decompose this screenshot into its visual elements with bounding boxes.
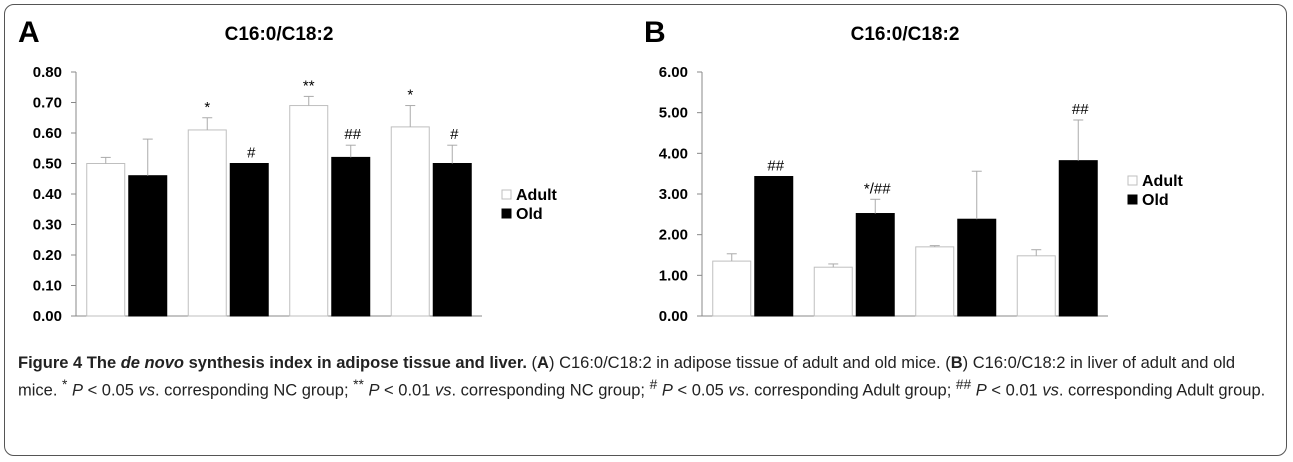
caption-title-after: synthesis index in adipose tissue and li… [188, 354, 527, 372]
chart-b-bar-adult [1016, 255, 1056, 317]
chart-b-bar-old [1058, 160, 1098, 317]
chart-b-bar-old [957, 218, 997, 317]
chart-b-legend-label-adult: Adult [1142, 173, 1184, 190]
caption-note-1-vs: vs [138, 381, 156, 400]
chart-b-significance-mark: ## [767, 158, 784, 175]
chart-a-significance-mark: * [407, 87, 413, 104]
caption-note-1-mark: * [62, 377, 68, 392]
caption-note-4-text: < 0.01 [991, 381, 1038, 400]
figure-frame [4, 4, 1287, 456]
chart-a-panel-letter: A [18, 16, 40, 49]
caption-panel-b-text: C16:0/C18:2 in liver of adult and old mi… [18, 354, 1236, 400]
chart-a-y-tick-label: 0.80 [33, 64, 62, 81]
chart-panel-b: B C16:0/C18:2 0.00 1.00 2.00 3.00 4.00 5.00 6.00… [640, 14, 1280, 344]
chart-b-bar-adult [915, 246, 955, 317]
chart-b-x-tick-label: NC [742, 327, 764, 329]
caption-note-3-mark: # [649, 377, 658, 392]
caption-figure-label: Figure 4 [18, 354, 83, 372]
caption-note-4-mark: ## [955, 377, 972, 392]
chart-b-x-tick-label: ICSI [1043, 327, 1072, 329]
chart-panel-a: A C16:0/C18:2 0.00 0.10 0.20 0.30 0.40 0.50 0.60… [14, 14, 654, 344]
chart-b-y-tick-label: 6.00 [659, 64, 688, 81]
chart-a-bar-old [331, 156, 371, 317]
chart-a-y-tick-label: 0.60 [33, 125, 62, 142]
caption-note-1-p: P [71, 381, 83, 400]
chart-a-x-tick-label: COH [212, 327, 245, 329]
chart-a-bar-old [128, 175, 168, 317]
chart-b-y-tick-label: 1.00 [659, 267, 688, 284]
chart-a-svg: A C16:0/C18:2 0.00 0.10 0.20 0.30 0.40 0.50 0.60… [18, 16, 558, 344]
chart-b-bar-adult [813, 266, 853, 317]
chart-a-y-tick-label: 0.70 [33, 95, 62, 112]
chart-b-legend-label-old: Old [1142, 192, 1169, 209]
chart-a-y-tick-label: 0.40 [33, 186, 62, 203]
chart-a-y-tick-label: 0.50 [33, 156, 62, 173]
caption-note-1-rest: . corresponding NC group; [155, 381, 349, 400]
chart-b-panel-letter: B [644, 16, 666, 49]
chart-a-significance-mark: ** [303, 77, 315, 94]
chart-b-bar-adult [712, 260, 752, 317]
chart-b-y-tick-label: 2.00 [659, 227, 688, 244]
chart-a-bar-old [432, 163, 472, 317]
chart-a-x-tick-label: ICSI [417, 327, 446, 329]
chart-b-svg: B C16:0/C18:2 0.00 1.00 2.00 3.00 4.00 5.00 6.00… [644, 16, 1184, 344]
caption-note-2-vs: vs [434, 381, 452, 400]
chart-a-bar-adult [86, 163, 126, 317]
chart-b-bar-old [855, 213, 895, 317]
chart-a-legend-label-adult: Adult [516, 187, 558, 204]
chart-b-legend-swatch-old [1127, 194, 1138, 205]
chart-b-y-tick-label: 5.00 [659, 105, 688, 122]
chart-b-y-tick-label: 3.00 [659, 186, 688, 203]
chart-a-y-tick-label: 0.10 [33, 278, 62, 295]
caption-note-3-rest: . corresponding Adult group; [744, 381, 952, 400]
chart-b-significance-mark: */## [864, 180, 891, 197]
caption-note-4-p: P [975, 381, 987, 400]
chart-a-significance-mark: # [247, 145, 256, 162]
caption-title-before: The [86, 354, 117, 372]
caption-ref-b: B [950, 354, 963, 372]
chart-a-bar-adult [187, 129, 227, 317]
caption-note-3-text: < 0.05 [677, 381, 724, 400]
chart-a-significance-mark: ## [344, 126, 361, 143]
chart-a-title: C16:0/C18:2 [225, 24, 334, 45]
chart-b-x-tick-label: IVF [944, 327, 967, 329]
caption-note-3-p: P [661, 381, 673, 400]
chart-a-bar-adult [390, 126, 430, 317]
chart-b-y-tick-label: 0.00 [659, 308, 688, 325]
chart-a-y-tick-label: 0.00 [33, 308, 62, 325]
chart-a-legend-label-old: Old [516, 206, 543, 223]
caption-note-2-rest: . corresponding NC group; [451, 381, 646, 400]
caption-note-2-text: < 0.01 [384, 381, 431, 400]
caption-ref-a: A [537, 354, 549, 372]
chart-a-significance-mark: * [204, 99, 210, 116]
chart-a-y-tick-label: 0.20 [33, 247, 62, 264]
chart-a-significance-mark: # [450, 126, 459, 143]
caption-note-4-rest: . corresponding Adult group. [1058, 381, 1266, 400]
caption-note-1-text: < 0.05 [87, 381, 134, 400]
chart-b-significance-mark: ## [1072, 101, 1089, 118]
chart-a-x-tick-label: NC [116, 327, 138, 329]
chart-b-x-tick-label: COH [838, 327, 871, 329]
chart-b-title: C16:0/C18:2 [851, 24, 960, 45]
chart-b-bar-old [754, 176, 794, 317]
caption-note-3-vs: vs [728, 381, 745, 400]
chart-a-bar-adult [289, 105, 329, 317]
caption-note-2-mark: ** [353, 377, 364, 392]
chart-a-bar-old [229, 163, 269, 317]
chart-b-y-tick-label: 4.00 [659, 145, 688, 162]
caption-note-4-vs: vs [1042, 381, 1059, 400]
chart-a-x-tick-label: IVF [318, 327, 341, 329]
chart-b-legend-swatch-adult [1127, 175, 1138, 186]
figure-caption: Figure 4 The de novo synthesis index in … [18, 354, 1266, 400]
caption-panel-a-text: C16:0/C18:2 in adipose tissue of adult a… [559, 354, 941, 372]
chart-a-legend-swatch-old [501, 208, 512, 219]
caption-title-italic: de novo [120, 354, 184, 372]
chart-a-y-tick-label: 0.30 [33, 217, 62, 234]
caption-note-2-p: P [368, 381, 380, 400]
chart-a-legend-swatch-adult [501, 189, 512, 200]
